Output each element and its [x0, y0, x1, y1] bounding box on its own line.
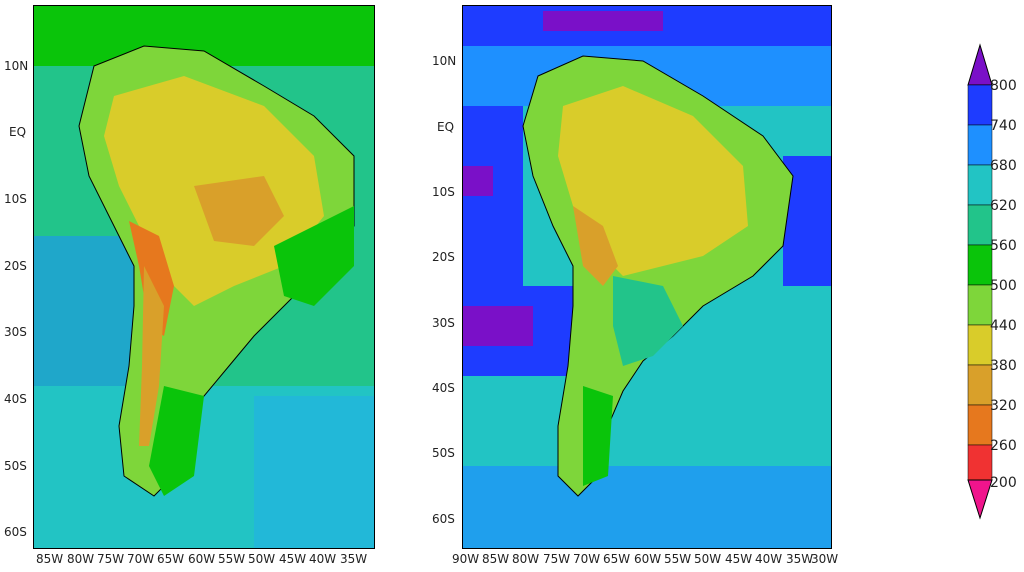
right-lon-label: 90W — [452, 552, 480, 566]
left-lat-label: 60S — [4, 525, 27, 539]
right-lat-label: 10N — [432, 54, 457, 68]
right-map-field — [463, 6, 831, 548]
colorbar-label: 200 — [990, 475, 1017, 491]
left-lat-label: EQ — [9, 125, 27, 139]
left-map-field — [34, 6, 374, 548]
left-lon-label: 60W — [188, 552, 216, 566]
left-lat-label: 40S — [4, 392, 27, 406]
colorbar-swatch — [967, 204, 993, 246]
colorbar-label: 320 — [990, 398, 1017, 414]
colorbar-top-arrow — [967, 43, 993, 86]
right-lon-label: 80W — [512, 552, 540, 566]
left-lat-label: 10S — [4, 192, 27, 206]
right-lon-label: 65W — [603, 552, 631, 566]
left-lon-label: 50W — [248, 552, 276, 566]
colorbar-swatch — [967, 444, 993, 481]
left-lon-label: 65W — [157, 552, 185, 566]
colorbar-label: 380 — [990, 358, 1017, 374]
right-lat-label: 30S — [432, 316, 455, 330]
colorbar-label: 680 — [990, 158, 1017, 174]
colorbar-label: 500 — [990, 278, 1017, 294]
colorbar-label: 260 — [990, 438, 1017, 454]
right-lon-label: 60W — [634, 552, 662, 566]
left-lon-label: 55W — [218, 552, 246, 566]
colorbar-label: 740 — [990, 118, 1017, 134]
colorbar-bottom-arrow — [967, 479, 993, 520]
right-lat-label: EQ — [437, 120, 455, 134]
colorbar-label: 800 — [990, 78, 1017, 94]
right-lon-label: 40W — [755, 552, 783, 566]
colorbar-swatch — [967, 284, 993, 326]
left-lon-label: 80W — [67, 552, 95, 566]
left-lon-label: 75W — [97, 552, 125, 566]
colorbar-swatch — [967, 164, 993, 206]
colorbar-swatch — [967, 124, 993, 166]
right-map-frame — [462, 5, 832, 549]
right-lon-label: 70W — [573, 552, 601, 566]
left-lat-label: 30S — [4, 325, 27, 339]
left-lon-label: 40W — [309, 552, 337, 566]
colorbar-label: 620 — [990, 198, 1017, 214]
right-lat-label: 60S — [432, 512, 455, 526]
colorbar-swatch — [967, 324, 993, 366]
colorbar-label: 560 — [990, 238, 1017, 254]
colorbar-label: 440 — [990, 318, 1017, 334]
right-lon-label: 85W — [482, 552, 510, 566]
left-map-frame — [33, 5, 375, 549]
right-lat-label: 10S — [432, 185, 455, 199]
colorbar-scale — [967, 43, 993, 520]
left-lon-label: 35W — [340, 552, 368, 566]
left-lat-label: 20S — [4, 259, 27, 273]
right-lon-label: 55W — [664, 552, 692, 566]
left-lon-label: 70W — [127, 552, 155, 566]
right-lon-label: 35W — [786, 552, 814, 566]
left-lat-label: 50S — [4, 459, 27, 473]
left-lat-label: 10N — [4, 59, 29, 73]
colorbar-swatch — [967, 84, 993, 126]
colorbar-swatch — [967, 244, 993, 286]
left-lon-label: 45W — [279, 552, 307, 566]
colorbar-swatch — [967, 404, 993, 446]
right-lat-label: 40S — [432, 381, 455, 395]
colorbar-swatch — [967, 364, 993, 406]
right-lat-label: 20S — [432, 250, 455, 264]
right-lon-label: 45W — [725, 552, 753, 566]
right-lon-label: 30W — [811, 552, 839, 566]
left-lon-label: 85W — [36, 552, 64, 566]
right-lat-label: 50S — [432, 446, 455, 460]
right-lon-label: 50W — [694, 552, 722, 566]
right-lon-label: 75W — [543, 552, 571, 566]
